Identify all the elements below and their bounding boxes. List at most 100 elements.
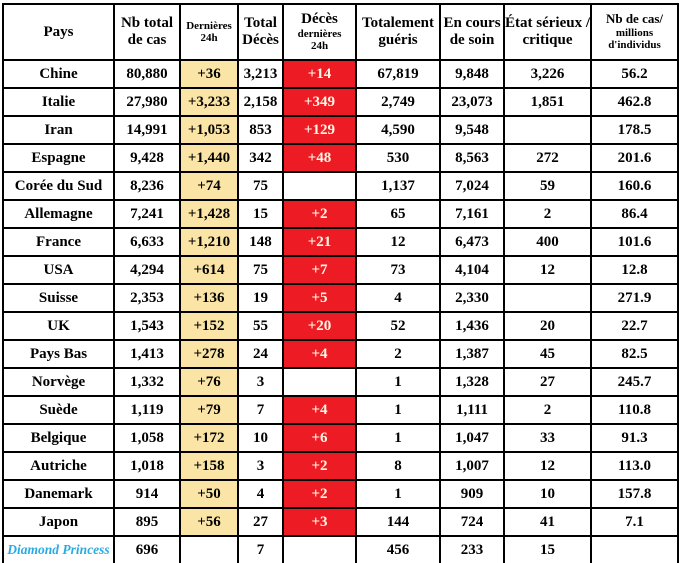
cell-serious-critical: 20 [503, 311, 592, 341]
cell-total-recovered: 67,819 [355, 59, 441, 89]
column-header-total-recovered: Totalement guéris [355, 3, 441, 61]
column-header-line: critique [522, 32, 573, 48]
cell-active-cases: 2,330 [439, 283, 505, 313]
cell-total-cases: 1,018 [113, 451, 181, 481]
cell-new-cases-24h [179, 535, 239, 563]
column-header-line: 24h [310, 40, 329, 53]
cell-total-recovered: 2 [355, 339, 441, 369]
cell-new-cases-24h: +1,210 [179, 227, 239, 257]
cell-new-cases-24h: +3,233 [179, 87, 239, 117]
table-row: Japon 895 +56 27 +3 144 724 41 7.1 [2, 507, 679, 537]
cell-total-recovered: 1 [355, 395, 441, 425]
cell-new-deaths-24h: +349 [282, 87, 357, 117]
cell-new-deaths-24h [282, 367, 357, 397]
cell-new-deaths-24h: +20 [282, 311, 357, 341]
cell-serious-critical: 2 [503, 199, 592, 229]
cell-new-deaths-24h [282, 171, 357, 201]
cell-cases-per-million: 101.6 [589, 227, 679, 257]
cell-serious-critical: 33 [503, 423, 592, 453]
cell-total-deaths: 7 [237, 395, 284, 425]
cell-new-deaths-24h: +2 [282, 479, 357, 509]
cell-serious-critical: 12 [503, 255, 592, 285]
cell-serious-critical: 41 [503, 507, 592, 537]
cell-serious-critical [503, 283, 592, 313]
cell-active-cases: 1,436 [439, 311, 505, 341]
cell-cases-per-million: 160.6 [589, 171, 679, 201]
cell-active-cases: 23,073 [439, 87, 505, 117]
cell-total-recovered: 73 [355, 255, 441, 285]
cell-cases-per-million [589, 535, 679, 563]
column-header-active-cases: En cours de soin [439, 3, 505, 61]
cell-cases-per-million: 110.8 [589, 395, 679, 425]
cell-total-cases: 1,413 [113, 339, 181, 369]
table-row: Corée du Sud 8,236 +74 75 1,137 7,024 59 160.6 [2, 171, 679, 201]
cell-new-cases-24h: +1,428 [179, 199, 239, 229]
column-header-line: Totalement [362, 15, 434, 32]
cell-new-deaths-24h: +14 [282, 59, 357, 89]
cell-active-cases: 7,161 [439, 199, 505, 229]
cell-total-deaths: 19 [237, 283, 284, 313]
column-header-line: dernières [297, 28, 342, 41]
cell-total-cases: 696 [113, 535, 181, 563]
cell-active-cases: 909 [439, 479, 505, 509]
cell-new-cases-24h: +136 [179, 283, 239, 313]
cell-new-deaths-24h: +6 [282, 423, 357, 453]
cell-new-cases-24h: +1,440 [179, 143, 239, 173]
cell-active-cases: 1,111 [439, 395, 505, 425]
cell-new-cases-24h: +50 [179, 479, 239, 509]
cell-active-cases: 724 [439, 507, 505, 537]
cell-new-cases-24h: +1,053 [179, 115, 239, 145]
cell-total-deaths: 3 [237, 367, 284, 397]
column-header-new-deaths-24h: Décès dernières 24h [282, 3, 357, 61]
cell-total-recovered: 65 [355, 199, 441, 229]
table-row: Pays Bas 1,413 +278 24 +4 2 1,387 45 82.5 [2, 339, 679, 369]
cell-active-cases: 1,328 [439, 367, 505, 397]
cell-cases-per-million: 56.2 [589, 59, 679, 89]
cell-serious-critical: 12 [503, 451, 592, 481]
cell-new-deaths-24h [282, 535, 357, 563]
cell-total-recovered: 12 [355, 227, 441, 257]
cell-country: Italie [2, 87, 115, 117]
cell-serious-critical: 59 [503, 171, 592, 201]
table-row: Italie 27,980 +3,233 2,158 +349 2,749 23,073 1,… [2, 87, 679, 117]
column-header-cases-per-million: Nb de cas/millions d'individus [589, 3, 679, 61]
cell-country: France [2, 227, 115, 257]
cell-country: Danemark [2, 479, 115, 509]
cell-total-recovered: 144 [355, 507, 441, 537]
header-row: Pays Nb total de cas Dernières 24h Total Décès… [2, 3, 679, 61]
column-header-line: de cas [127, 32, 167, 48]
cell-total-deaths: 55 [237, 311, 284, 341]
cell-country: Allemagne [2, 199, 115, 229]
cell-serious-critical: 2 [503, 395, 592, 425]
cell-new-cases-24h: +76 [179, 367, 239, 397]
cell-total-cases: 1,332 [113, 367, 181, 397]
cell-serious-critical: 27 [503, 367, 592, 397]
cell-total-recovered: 1,137 [355, 171, 441, 201]
cell-total-deaths: 3 [237, 451, 284, 481]
cell-serious-critical: 15 [503, 535, 592, 563]
cell-total-deaths: 342 [237, 143, 284, 173]
cell-total-deaths: 75 [237, 255, 284, 285]
table-row: Autriche 1,018 +158 3 +2 8 1,007 12 113.0 [2, 451, 679, 481]
cell-total-deaths: 2,158 [237, 87, 284, 117]
cell-new-deaths-24h: +48 [282, 143, 357, 173]
cell-total-cases: 14,991 [113, 115, 181, 145]
column-header-line: Dernières [186, 19, 232, 32]
cell-new-deaths-24h: +4 [282, 339, 357, 369]
cell-new-cases-24h: +152 [179, 311, 239, 341]
table-row: Iran 14,991 +1,053 853 +129 4,590 9,548 178.5 [2, 115, 679, 145]
table-row: France 6,633 +1,210 148 +21 12 6,473 400 101.6 [2, 227, 679, 257]
cell-new-deaths-24h: +3 [282, 507, 357, 537]
column-header-line: 24h [200, 32, 218, 44]
cell-active-cases: 7,024 [439, 171, 505, 201]
cell-total-deaths: 24 [237, 339, 284, 369]
table-row: Danemark 914 +50 4 +2 1 909 10 157.8 [2, 479, 679, 509]
cell-active-cases: 1,047 [439, 423, 505, 453]
table-row: Chine 80,880 +36 3,213 +14 67,819 9,848 3,226 56… [2, 59, 679, 89]
table-body: Chine 80,880 +36 3,213 +14 67,819 9,848 3,226 56… [2, 59, 679, 563]
cell-total-recovered: 52 [355, 311, 441, 341]
cell-total-cases: 1,543 [113, 311, 181, 341]
table-row: Norvège 1,332 +76 3 1 1,328 27 245.7 [2, 367, 679, 397]
cell-total-cases: 8,236 [113, 171, 181, 201]
